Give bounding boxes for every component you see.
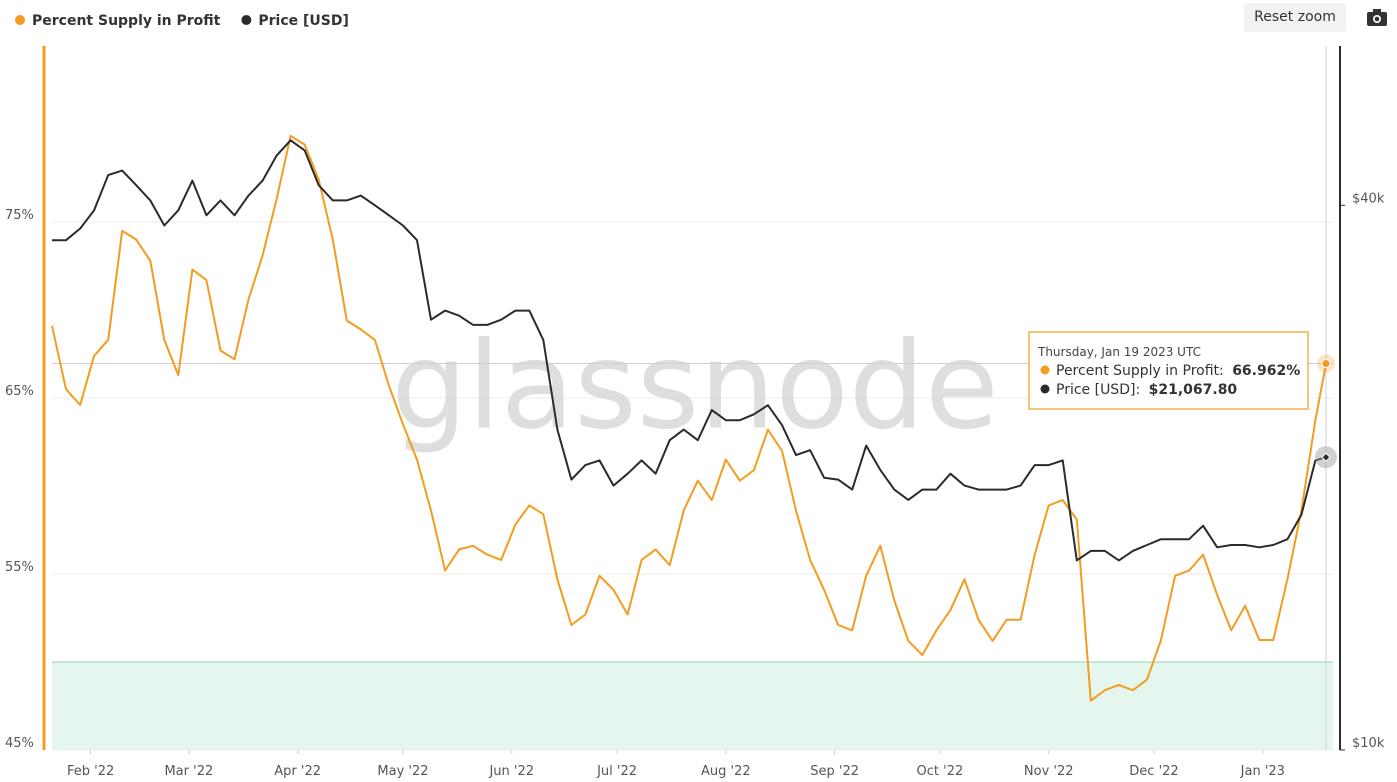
tooltip: Thursday, Jan 19 2023 UTC Percent Supply … — [1028, 331, 1309, 410]
series-line — [52, 139, 1327, 562]
threshold-zone — [52, 662, 1333, 750]
x-tick-label: Aug '22 — [701, 764, 751, 779]
y-tick-label: 75% — [5, 208, 34, 223]
x-tick-label: Jul '22 — [596, 764, 637, 779]
y-tick-label: 65% — [5, 384, 34, 399]
hover-point — [1321, 452, 1331, 462]
y2-tick-label: $40k — [1352, 191, 1385, 206]
reset-zoom-button[interactable]: Reset zoom — [1244, 3, 1346, 32]
tooltip-label: Price [USD]: — [1056, 382, 1145, 398]
x-tick-label: Apr '22 — [274, 764, 321, 779]
x-tick-label: Sep '22 — [810, 764, 859, 779]
x-tick-label: Oct '22 — [917, 764, 964, 779]
x-tick-label: Feb '22 — [67, 764, 114, 779]
y-tick-label: 45% — [5, 736, 34, 751]
hover-point — [1321, 358, 1331, 368]
x-tick-label: Jan '23 — [1240, 764, 1285, 779]
x-tick-label: Nov '22 — [1024, 764, 1074, 779]
tooltip-marker — [1040, 365, 1050, 375]
y2-tick-label: $10k — [1352, 736, 1385, 751]
legend-label[interactable]: Price [USD] — [258, 13, 349, 29]
x-tick-label: Mar '22 — [164, 764, 213, 779]
tooltip-title: Thursday, Jan 19 2023 UTC — [1037, 345, 1201, 359]
watermark: glassnode — [391, 318, 999, 457]
legend-marker — [15, 15, 25, 25]
tooltip-label: Percent Supply in Profit: — [1056, 363, 1228, 379]
legend-marker — [241, 15, 252, 25]
legend-label[interactable]: Percent Supply in Profit — [32, 13, 221, 29]
tooltip-value: 66.962% — [1232, 363, 1300, 379]
series-line — [51, 134, 1327, 702]
tooltip-marker — [1040, 384, 1050, 394]
x-tick-label: May '22 — [377, 764, 428, 779]
camera-icon[interactable] — [1366, 8, 1388, 28]
x-tick-label: Dec '22 — [1129, 764, 1178, 779]
tooltip-box — [1028, 331, 1309, 410]
y-tick-label: 55% — [5, 560, 34, 575]
tooltip-value: $21,067.80 — [1149, 382, 1238, 398]
x-tick-label: Jun '22 — [488, 764, 534, 779]
